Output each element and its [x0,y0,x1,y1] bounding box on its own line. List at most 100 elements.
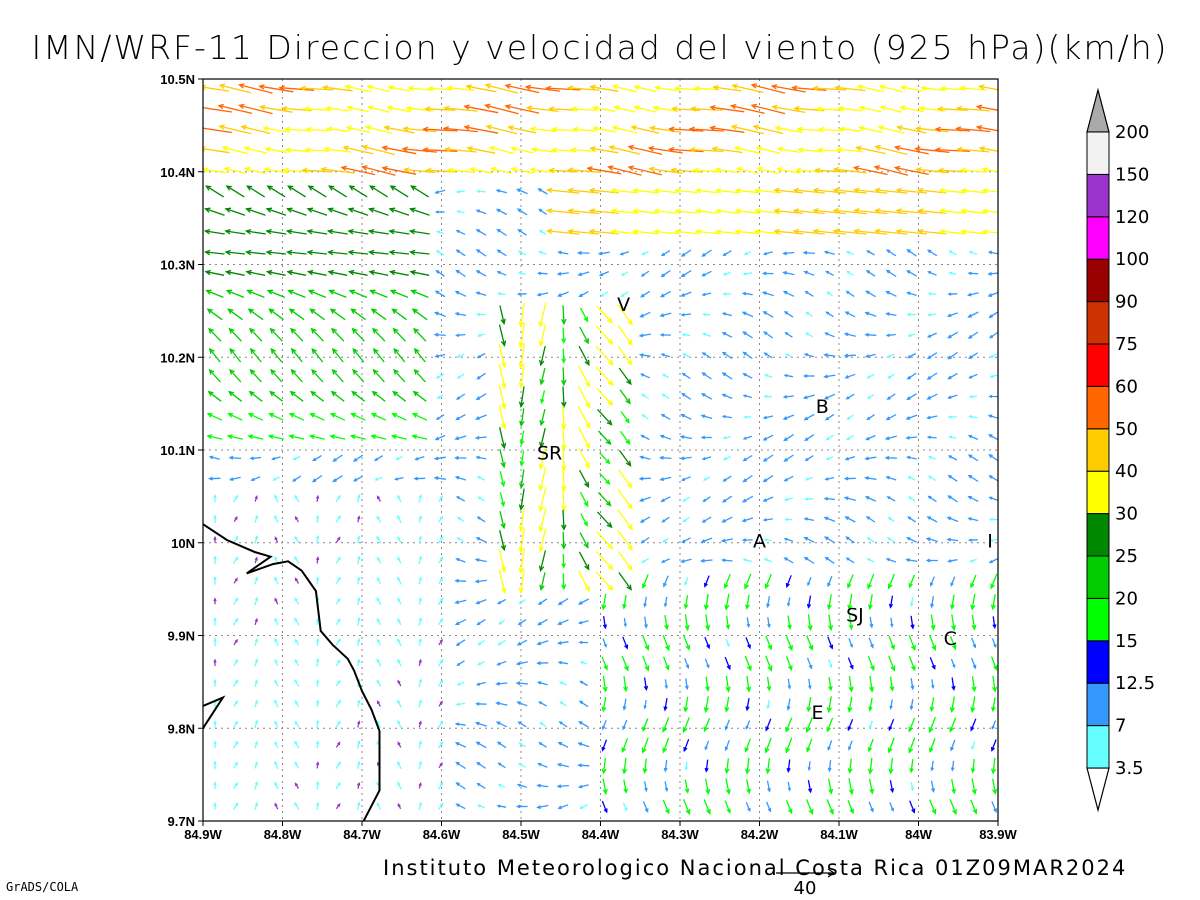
wind-arrow [546,208,580,215]
wind-arrow [868,637,874,649]
wind-arrow [577,385,591,409]
wind-arrow [776,146,800,154]
wind-arrow [335,494,341,503]
wind-arrow [475,537,487,543]
colorbar-label: 120 [1115,207,1149,228]
wind-arrow [515,661,528,666]
wind-arrow [929,657,936,670]
wind-arrow [294,638,300,646]
wind-arrow [310,390,325,402]
wind-arrow [714,188,739,194]
wind-arrow [927,455,936,460]
wind-arrow [866,373,875,379]
wind-arrow [783,454,794,462]
wind-arrow [681,392,692,400]
wind-arrow [746,617,751,629]
wind-arrow [524,84,560,92]
wind-arrow [213,514,217,524]
wind-arrow [858,105,882,113]
wind-arrow [424,106,456,112]
wind-arrow [254,535,259,544]
wind-arrow [910,782,915,792]
wind-arrow [722,475,732,482]
wind-arrow [694,229,718,235]
wind-arrow [853,187,888,194]
wind-arrow [602,638,607,648]
wind-arrow [294,720,300,728]
wind-arrow [960,228,986,235]
wind-arrow [327,207,348,216]
wind-arrow [437,535,444,544]
wind-arrow [292,455,301,461]
wind-arrow [519,430,525,446]
wind-arrow [370,413,387,421]
x-tick-label: 84.1W [820,827,858,842]
wind-arrow [878,84,903,93]
wind-arrow [617,325,633,346]
wind-arrow [888,757,894,775]
wind-arrow [970,758,976,774]
wind-arrow [232,617,239,626]
wind-arrow [274,597,279,605]
wind-arrow [725,675,731,693]
wind-arrow [537,618,548,626]
wind-arrow [434,311,446,318]
wind-arrow [340,165,376,176]
wind-arrow [889,676,895,692]
wind-arrow [233,782,239,789]
wind-arrow [971,676,977,693]
wind-arrow [342,145,374,155]
wind-arrow [221,145,249,155]
wind-arrow [803,413,815,421]
wind-arrow [867,594,873,611]
wind-arrow [931,679,935,690]
wind-arrow [254,514,259,524]
wind-arrow [455,249,466,257]
wind-arrow [213,575,217,585]
wind-arrow [475,702,487,706]
wind-arrow [476,782,486,789]
wind-arrow [617,304,633,326]
wind-arrow [785,656,793,671]
wind-arrow [274,720,279,728]
wind-arrow [335,720,341,728]
wind-arrow [803,353,814,358]
wind-arrow [455,782,466,790]
wind-arrow [865,290,876,298]
wind-arrow [422,147,458,153]
wind-arrow [496,804,507,808]
colorbar-label: 50 [1115,419,1138,440]
wind-arrow [934,147,971,153]
wind-arrow [357,760,361,770]
wind-arrow [305,126,329,133]
wind-arrow [418,760,423,770]
wind-arrow [722,292,732,296]
wind-arrow [397,535,402,543]
wind-arrow [475,270,487,277]
wind-arrow [653,208,678,215]
wind-arrow [477,496,485,502]
wind-arrow [321,84,353,92]
wind-arrow [785,717,793,733]
wind-arrow [265,249,287,256]
wind-arrow [827,760,832,773]
wind-arrow [967,454,979,462]
wind-arrow [925,537,938,543]
wind-arrow [981,188,998,194]
x-tick-label: 84.6W [423,827,461,842]
wind-arrow [653,229,678,235]
wind-arrow [357,699,361,708]
wind-arrow [885,312,897,317]
wind-arrow [474,579,487,584]
wind-arrow [249,347,262,363]
wind-arrow [438,577,444,584]
wind-arrow [247,308,264,321]
wind-arrow [454,619,467,626]
wind-arrow [705,614,711,631]
wind-arrow [349,434,366,440]
wind-arrow [347,228,369,235]
wind-arrow [884,455,897,460]
wind-arrow [826,594,832,611]
wind-arrow [745,594,750,610]
wind-arrow [376,556,382,564]
